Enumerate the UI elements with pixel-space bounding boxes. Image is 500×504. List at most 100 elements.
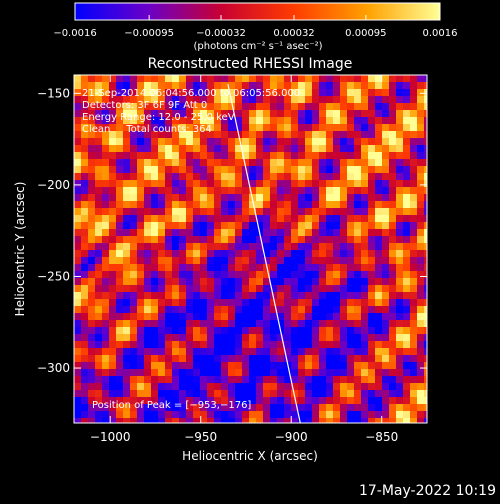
- heatmap-cell: [340, 96, 347, 103]
- heatmap-cell: [74, 411, 81, 418]
- heatmap-cell: [116, 285, 123, 292]
- heatmap-cell: [179, 103, 186, 110]
- heatmap-cell: [354, 138, 361, 145]
- heatmap-cell: [291, 180, 298, 187]
- heatmap-cell: [249, 145, 256, 152]
- heatmap-cell: [95, 292, 102, 299]
- heatmap-cell: [123, 390, 130, 397]
- heatmap-cell: [200, 152, 207, 159]
- heatmap-cell: [158, 264, 165, 271]
- heatmap-cell: [291, 103, 298, 110]
- heatmap-cell: [88, 208, 95, 215]
- heatmap-cell: [179, 257, 186, 264]
- heatmap-cell: [221, 397, 228, 404]
- heatmap-cell: [424, 124, 427, 131]
- heatmap-cell: [221, 229, 228, 236]
- heatmap-cell: [396, 75, 403, 82]
- heatmap-cell: [102, 362, 109, 369]
- heatmap-cell: [95, 271, 102, 278]
- heatmap-cell: [186, 348, 193, 355]
- heatmap-cell: [165, 75, 172, 82]
- heatmap-cell: [284, 341, 291, 348]
- heatmap-cell: [389, 75, 396, 82]
- heatmap-cell: [312, 96, 319, 103]
- heatmap-cell: [256, 411, 263, 418]
- heatmap-cell: [417, 96, 424, 103]
- heatmap-cell: [270, 131, 277, 138]
- heatmap-cell: [193, 418, 200, 423]
- heatmap-cell: [340, 82, 347, 89]
- heatmap-cell: [249, 215, 256, 222]
- heatmap-cell: [333, 320, 340, 327]
- heatmap-cell: [305, 320, 312, 327]
- heatmap-cell: [333, 341, 340, 348]
- heatmap-cell: [256, 152, 263, 159]
- heatmap-cell: [144, 390, 151, 397]
- heatmap-cell: [102, 117, 109, 124]
- heatmap-cell: [214, 75, 221, 82]
- heatmap-cell: [242, 355, 249, 362]
- heatmap-cell: [74, 236, 81, 243]
- heatmap-cell: [221, 194, 228, 201]
- heatmap-cell: [277, 411, 284, 418]
- heatmap-cell: [74, 124, 81, 131]
- heatmap-cell: [263, 236, 270, 243]
- heatmap-cell: [165, 138, 172, 145]
- heatmap-cell: [284, 173, 291, 180]
- heatmap-cell: [242, 278, 249, 285]
- heatmap-cell: [158, 327, 165, 334]
- heatmap-cell: [214, 313, 221, 320]
- heatmap-cell: [291, 208, 298, 215]
- heatmap-cell: [151, 152, 158, 159]
- heatmap-cell: [95, 257, 102, 264]
- heatmap-cell: [333, 222, 340, 229]
- heatmap-cell: [95, 397, 102, 404]
- heatmap-cell: [88, 194, 95, 201]
- heatmap-cell: [88, 222, 95, 229]
- heatmap-cell: [340, 404, 347, 411]
- heatmap-cell: [214, 103, 221, 110]
- heatmap-cell: [333, 236, 340, 243]
- heatmap-cell: [291, 355, 298, 362]
- heatmap-cell: [361, 397, 368, 404]
- heatmap-cell: [130, 404, 137, 411]
- heatmap-cell: [347, 362, 354, 369]
- annotation-energy: Energy Range: 12.0 - 25.0 keV: [82, 112, 235, 123]
- heatmap-cell: [368, 187, 375, 194]
- heatmap-cell: [214, 250, 221, 257]
- heatmap-cell: [249, 159, 256, 166]
- heatmap-cell: [263, 180, 270, 187]
- heatmap-cell: [396, 341, 403, 348]
- heatmap-cell: [214, 348, 221, 355]
- heatmap-cell: [74, 173, 81, 180]
- heatmap-cell: [417, 292, 424, 299]
- heatmap-cell: [305, 313, 312, 320]
- heatmap-cell: [242, 271, 249, 278]
- heatmap-cell: [333, 131, 340, 138]
- heatmap-cell: [235, 194, 242, 201]
- heatmap-cell: [207, 82, 214, 89]
- heatmap-cell: [228, 418, 235, 423]
- heatmap-cell: [116, 320, 123, 327]
- heatmap-cell: [319, 222, 326, 229]
- heatmap-cell: [305, 299, 312, 306]
- heatmap-cell: [109, 222, 116, 229]
- heatmap-cell: [109, 103, 116, 110]
- heatmap-cell: [298, 152, 305, 159]
- heatmap-cell: [382, 124, 389, 131]
- heatmap-cell: [368, 145, 375, 152]
- heatmap-cell: [186, 320, 193, 327]
- heatmap-cell: [172, 271, 179, 278]
- heatmap-cell: [368, 215, 375, 222]
- heatmap-cell: [347, 264, 354, 271]
- heatmap-cell: [326, 306, 333, 313]
- heatmap-cell: [375, 341, 382, 348]
- heatmap-cell: [368, 250, 375, 257]
- heatmap-cell: [130, 383, 137, 390]
- heatmap-cell: [403, 306, 410, 313]
- heatmap-cell: [256, 117, 263, 124]
- heatmap-cell: [354, 418, 361, 423]
- heatmap-cell: [291, 194, 298, 201]
- heatmap-cell: [179, 278, 186, 285]
- heatmap-cell: [137, 320, 144, 327]
